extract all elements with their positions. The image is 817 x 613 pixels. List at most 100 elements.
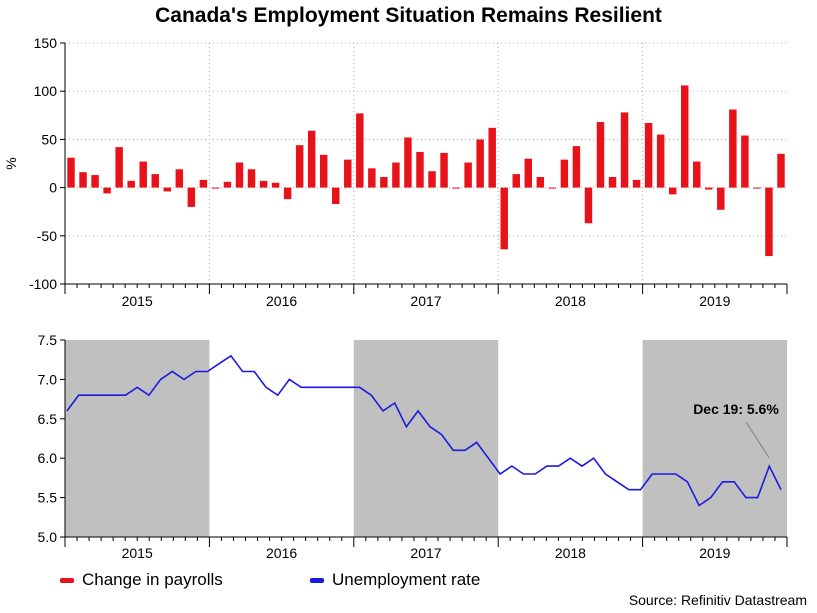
y-tick-label: 50 — [41, 131, 57, 147]
x-tick-label: 2018 — [555, 545, 586, 561]
bar — [753, 187, 761, 189]
shaded-band — [65, 340, 210, 537]
bar — [247, 169, 256, 188]
legend-swatch-unemployment — [310, 577, 324, 583]
bar — [668, 187, 677, 195]
bar — [452, 187, 460, 189]
bar — [151, 174, 159, 188]
bar — [596, 122, 605, 188]
bar — [175, 169, 184, 188]
bar — [548, 187, 557, 189]
x-tick-label: 2016 — [266, 293, 297, 309]
bar — [777, 153, 785, 188]
bar — [476, 139, 484, 188]
bar — [729, 109, 737, 188]
bar — [680, 85, 689, 188]
x-tick-label: 2015 — [122, 545, 153, 561]
bar — [608, 176, 617, 188]
annotation-label: Dec 19: 5.6% — [693, 401, 779, 417]
bar — [356, 113, 364, 188]
bar — [139, 161, 147, 188]
bar — [344, 159, 352, 188]
bar — [560, 159, 569, 188]
bar — [163, 187, 172, 192]
bar — [115, 147, 123, 188]
bar — [235, 162, 244, 188]
bar — [717, 187, 725, 210]
bar — [416, 151, 424, 188]
legend-swatch-payrolls — [60, 577, 74, 583]
legend-label-payrolls: Change in payrolls — [82, 570, 223, 589]
bar — [307, 130, 316, 188]
bar — [693, 161, 701, 188]
bar — [488, 127, 496, 188]
x-tick-label: 2015 — [122, 293, 153, 309]
bar — [295, 145, 304, 188]
y-tick-label: -100 — [29, 276, 57, 292]
x-tick-label: 2019 — [699, 545, 730, 561]
legend-item-unemployment: Unemployment rate — [310, 570, 480, 590]
bar — [464, 162, 472, 188]
bar — [91, 175, 99, 188]
bar — [644, 123, 653, 188]
y-tick-label: 5.5 — [38, 490, 58, 506]
bar — [632, 179, 641, 188]
bar — [199, 179, 208, 188]
bar — [572, 146, 581, 188]
x-tick-label: 2017 — [410, 293, 441, 309]
y-tick-label: -50 — [37, 228, 57, 244]
y-tick-label: 5.0 — [38, 529, 58, 545]
bar — [765, 187, 773, 257]
bar — [127, 180, 135, 188]
bar — [211, 187, 220, 189]
bar — [705, 187, 713, 190]
bar — [271, 182, 280, 188]
bar — [440, 152, 448, 188]
bar — [283, 187, 292, 200]
bar — [319, 154, 328, 188]
shaded-band — [353, 340, 499, 537]
bar — [67, 157, 75, 188]
legend-label-unemployment: Unemployment rate — [332, 570, 481, 589]
bar — [223, 181, 232, 188]
legend-item-payrolls: Change in payrolls — [60, 570, 223, 590]
bar — [428, 171, 436, 188]
bar — [620, 112, 629, 188]
y-tick-label: 6.0 — [38, 450, 58, 466]
x-tick-label: 2017 — [410, 545, 441, 561]
bar — [512, 174, 520, 188]
bar — [500, 187, 508, 250]
payrolls-panel: -100 -50 0 50 100 150% 2015 2016 2017 2018 2019 — [3, 35, 788, 309]
bar — [187, 187, 196, 207]
bar — [741, 135, 749, 188]
bar — [536, 176, 545, 188]
bar — [656, 134, 665, 188]
x-tick-label: 2018 — [555, 293, 586, 309]
y-tick-label: 7.0 — [38, 371, 58, 387]
bar — [103, 187, 111, 194]
unemployment-panel: 5.0 5.5 6.0 6.5 7.0 7.5 Dec 19: 5.6% 2015 2016 20… — [38, 332, 788, 561]
bar — [404, 137, 412, 188]
shaded-band — [642, 340, 787, 537]
y-tick-label: 0 — [49, 180, 57, 196]
bar — [524, 158, 533, 188]
y-axis-label: % — [3, 157, 19, 169]
x-tick-label: 2019 — [699, 293, 730, 309]
bar — [392, 162, 400, 188]
x-tick-label: 2016 — [266, 545, 297, 561]
bar — [259, 180, 268, 188]
series-line-unemployment — [66, 354, 782, 507]
y-tick-label: 7.5 — [38, 332, 58, 348]
source-note: Source: Refinitiv Datastream — [628, 592, 807, 608]
bar — [79, 172, 87, 188]
bar — [584, 187, 593, 224]
bar — [380, 176, 388, 188]
chart-title: Canada's Employment Situation Remains Re… — [155, 4, 662, 27]
y-tick-label: 6.5 — [38, 411, 58, 427]
bar — [368, 168, 376, 188]
annotation-leader — [745, 421, 770, 458]
y-tick-label: 100 — [34, 83, 58, 99]
y-tick-label: 150 — [34, 35, 58, 51]
bar — [332, 187, 340, 204]
